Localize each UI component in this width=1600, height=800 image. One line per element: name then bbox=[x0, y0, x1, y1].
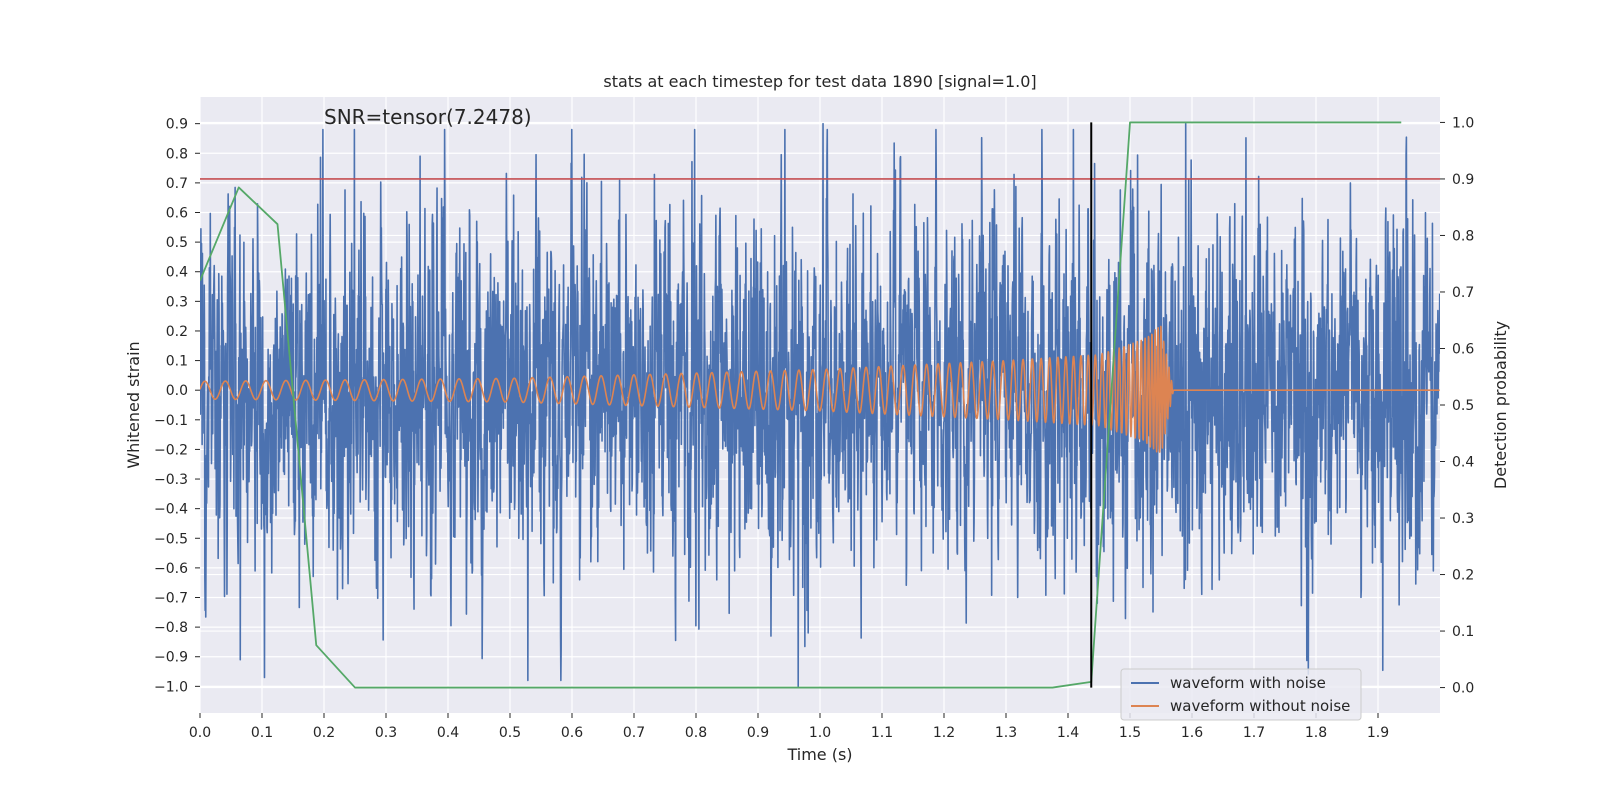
y-right-tick-label: 0.1 bbox=[1452, 624, 1474, 640]
y-right-tick-label: 0.9 bbox=[1452, 172, 1474, 188]
x-tick-label: 0.6 bbox=[561, 725, 583, 741]
y-left-tick-label: 0.8 bbox=[166, 146, 188, 162]
x-tick-label: 0.9 bbox=[747, 725, 769, 741]
y-right-tick-label: 0.7 bbox=[1452, 285, 1474, 301]
legend-box bbox=[1120, 668, 1362, 721]
x-axis-label: Time (s) bbox=[786, 745, 852, 764]
legend-label-noisy: waveform with noise bbox=[1170, 674, 1326, 692]
y-right-tick-label: 0.5 bbox=[1452, 398, 1474, 414]
y-right-tick-label: 0.6 bbox=[1452, 341, 1474, 357]
y-left-tick-label: 0.6 bbox=[166, 206, 188, 222]
y-right-tick-label: 0.8 bbox=[1452, 228, 1474, 244]
x-tick-label: 0.7 bbox=[623, 725, 645, 741]
y-axis-right-label: Detection probability bbox=[1491, 321, 1510, 489]
x-tick-label: 1.6 bbox=[1181, 725, 1203, 741]
y-right-tick-label: 0.3 bbox=[1452, 511, 1474, 527]
y-left-tick-label: −0.4 bbox=[154, 502, 188, 518]
x-tick-label: 1.4 bbox=[1057, 725, 1079, 741]
x-tick-label: 0.1 bbox=[251, 725, 273, 741]
series-waveform-without-noise bbox=[200, 325, 1440, 453]
series-waveform-with-noise bbox=[200, 122, 1440, 688]
y-left-tick-label: −0.5 bbox=[154, 531, 188, 547]
y-axis-right-ticks: 1.0 0.9 0.8 0.7 0.6 0.5 0.4 0.3 0.2 0.1 0.0 bbox=[1440, 115, 1474, 697]
x-tick-label: 1.1 bbox=[871, 725, 893, 741]
y-right-tick-label: 1.0 bbox=[1452, 115, 1474, 131]
x-tick-label: 0.0 bbox=[189, 725, 211, 741]
y-left-tick-label: 0.5 bbox=[166, 235, 188, 251]
y-right-tick-label: 0.0 bbox=[1452, 681, 1474, 697]
y-left-tick-label: −0.2 bbox=[154, 442, 188, 458]
snr-annotation: SNR=tensor(7.2478) bbox=[324, 105, 532, 129]
x-tick-label: 1.2 bbox=[933, 725, 955, 741]
x-tick-label: 1.9 bbox=[1367, 725, 1389, 741]
y-right-tick-label: 0.2 bbox=[1452, 568, 1474, 584]
legend: waveform with noise waveform without noi… bbox=[1120, 668, 1362, 721]
x-tick-label: 1.3 bbox=[995, 725, 1017, 741]
y-left-tick-label: 0.1 bbox=[166, 354, 188, 370]
y-right-tick-label: 0.4 bbox=[1452, 455, 1474, 471]
x-tick-label: 0.4 bbox=[437, 725, 459, 741]
y-left-tick-label: −0.7 bbox=[154, 591, 188, 607]
x-tick-label: 1.8 bbox=[1305, 725, 1327, 741]
y-left-tick-label: −0.8 bbox=[154, 620, 188, 636]
y-left-tick-label: 0.9 bbox=[166, 117, 188, 133]
y-left-tick-label: −0.1 bbox=[154, 413, 188, 429]
y-left-tick-label: 0.7 bbox=[166, 176, 188, 192]
y-left-tick-label: −0.3 bbox=[154, 472, 188, 488]
x-tick-label: 1.7 bbox=[1243, 725, 1265, 741]
x-tick-label: 1.0 bbox=[809, 725, 831, 741]
y-axis-left-label: Whitened strain bbox=[124, 341, 143, 468]
x-axis-ticks: 0.0 0.1 0.2 0.3 0.4 0.5 0.6 0.7 0.8 0.9 1.0 1.1 1.2 1… bbox=[189, 713, 1389, 741]
y-axis-left-ticks: 0.9 0.8 0.7 0.6 0.5 0.4 0.3 0.2 0.1 0.0 −0.1 −0.2 −0… bbox=[154, 117, 200, 695]
x-tick-label: 0.8 bbox=[685, 725, 707, 741]
y-left-tick-label: −1.0 bbox=[154, 679, 188, 695]
x-tick-label: 0.2 bbox=[313, 725, 335, 741]
y-left-tick-label: 0.2 bbox=[166, 324, 188, 340]
chart-title: stats at each timestep for test data 189… bbox=[603, 72, 1036, 91]
y-left-tick-label: 0.3 bbox=[166, 294, 188, 310]
x-tick-label: 1.5 bbox=[1119, 725, 1141, 741]
y-left-tick-label: 0.4 bbox=[166, 265, 188, 281]
x-tick-label: 0.3 bbox=[375, 725, 397, 741]
x-tick-label: 0.5 bbox=[499, 725, 521, 741]
y-left-tick-label: −0.6 bbox=[154, 561, 188, 577]
series-detection-probability bbox=[200, 121, 1402, 689]
y-left-tick-label: −0.9 bbox=[154, 650, 188, 666]
y-left-tick-label: 0.0 bbox=[166, 383, 188, 399]
legend-label-clean: waveform without noise bbox=[1170, 697, 1350, 715]
